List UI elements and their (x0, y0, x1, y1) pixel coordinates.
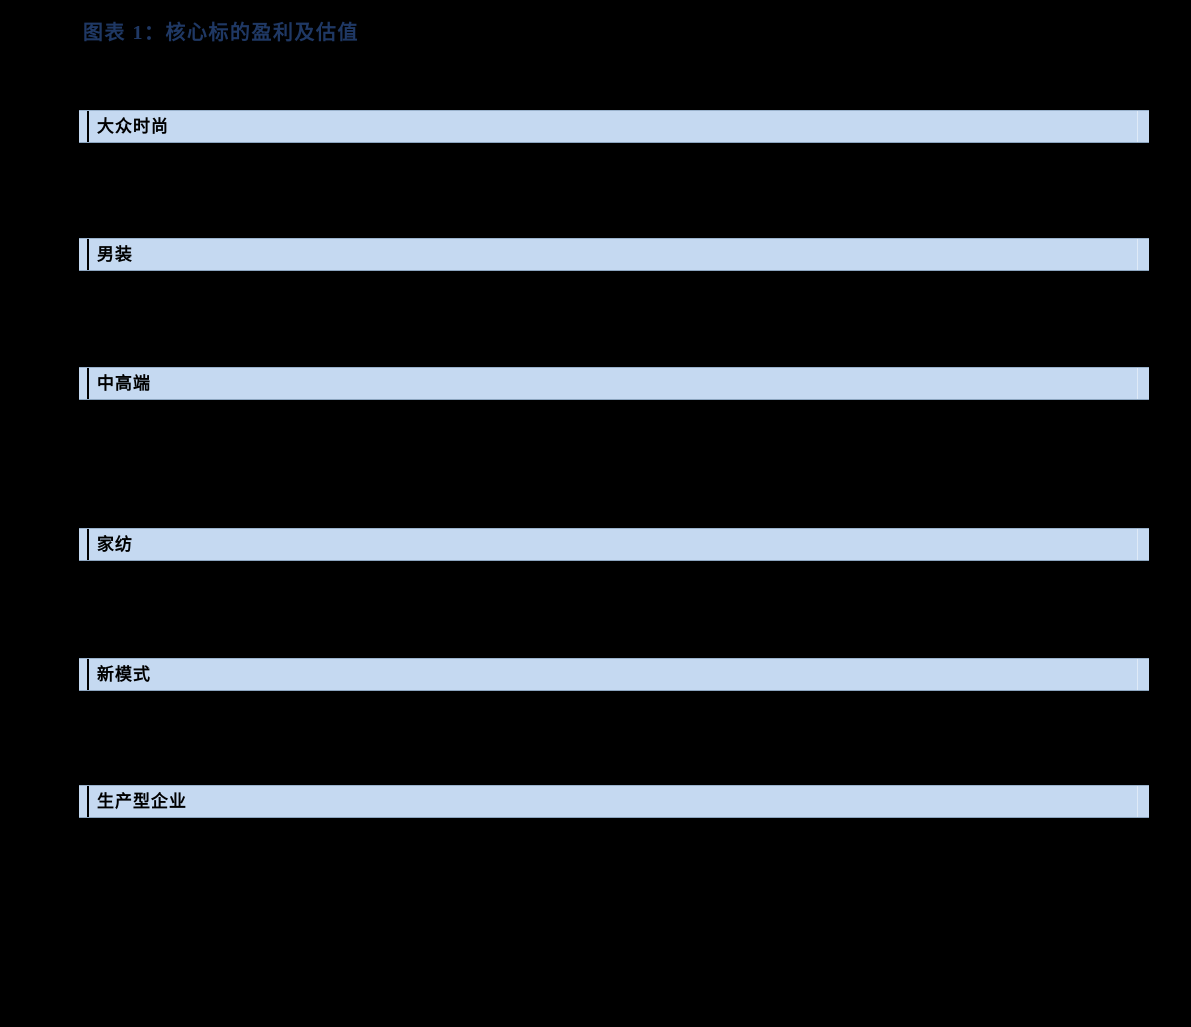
table-section-row: 生产型企业 (79, 785, 1149, 818)
table-section-row: 大众时尚 (79, 110, 1149, 143)
section-row-label: 中高端 (97, 374, 151, 393)
section-row-label: 家纺 (97, 535, 133, 554)
section-row-label: 男装 (97, 245, 133, 264)
section-row-label: 生产型企业 (97, 792, 187, 811)
table-section-row: 中高端 (79, 367, 1149, 400)
table-section-row: 家纺 (79, 528, 1149, 561)
table-section-row: 新模式 (79, 658, 1149, 691)
section-row-label: 大众时尚 (97, 117, 169, 136)
section-row-label: 新模式 (97, 665, 151, 684)
figure-title: 图表 1：核心标的盈利及估值 (83, 22, 359, 44)
table-section-row: 男装 (79, 238, 1149, 271)
